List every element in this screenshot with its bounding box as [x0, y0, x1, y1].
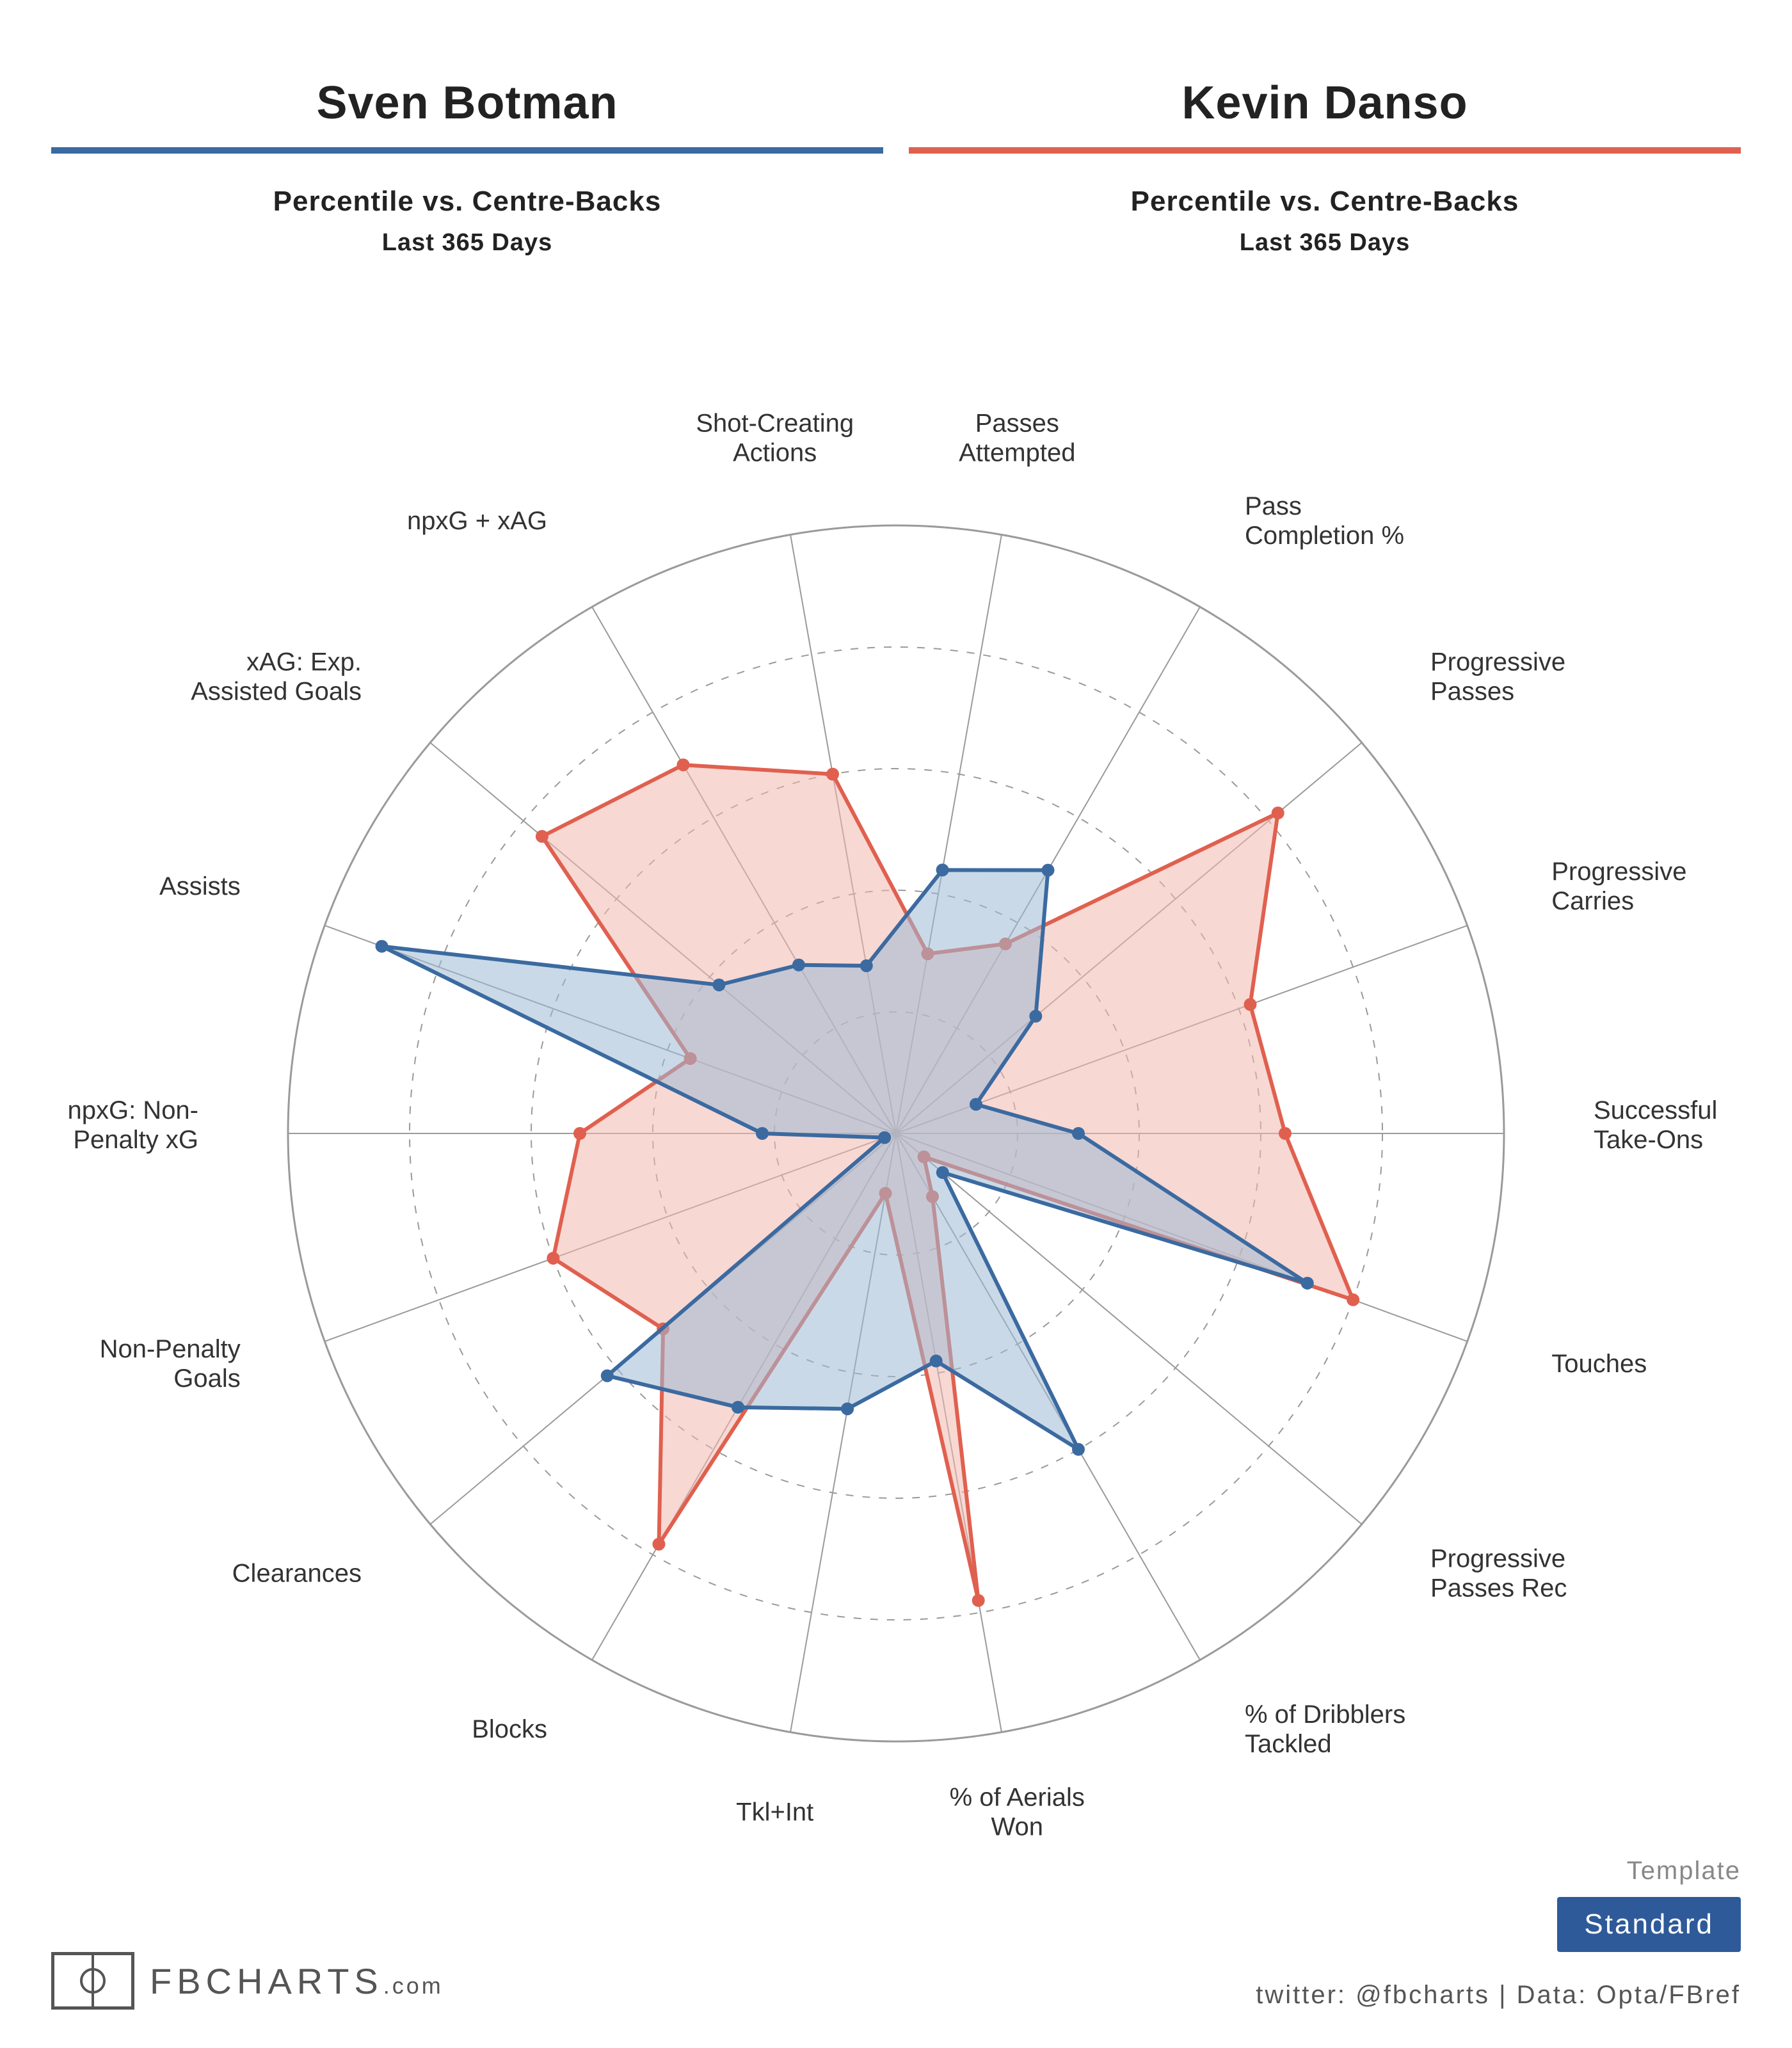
series-left-marker — [930, 1355, 943, 1368]
header-rule-right — [909, 147, 1741, 154]
axis-label: Clearances — [232, 1560, 362, 1588]
header-rule-left — [51, 147, 883, 154]
footer-brand-suffix: .com — [383, 1972, 444, 1999]
footer-credit: twitter: @fbcharts | Data: Opta/FBref — [1256, 1981, 1741, 2010]
series-left-marker — [1301, 1277, 1314, 1290]
series-right-marker — [677, 758, 690, 771]
series-right-marker — [573, 1127, 586, 1140]
subtitle-right-1: Percentile vs. Centre-Backs — [909, 186, 1741, 218]
subtitle-left-2: Last 365 Days — [51, 229, 883, 257]
radar-chart-container: Shot-CreatingActionsPassesAttemptedPassC… — [51, 269, 1741, 1959]
series-left-marker — [860, 959, 873, 972]
template-block: Template Standard — [1557, 1857, 1741, 1952]
series-right-marker — [826, 768, 839, 781]
series-right-marker — [536, 830, 548, 843]
series-right-marker — [1272, 806, 1284, 819]
series-left-marker — [732, 1401, 744, 1414]
series-left-marker — [1029, 1010, 1042, 1023]
series-left-marker — [1072, 1127, 1085, 1140]
series-right-marker — [1279, 1127, 1292, 1140]
series-right-marker — [653, 1538, 666, 1551]
series-left-marker — [792, 959, 805, 972]
series-left-marker — [878, 1131, 891, 1144]
axis-label: Blocks — [472, 1715, 547, 1743]
series-left-marker — [1072, 1443, 1085, 1456]
series-left-marker — [601, 1370, 614, 1382]
series-right-marker — [547, 1252, 559, 1265]
series-left-marker — [970, 1098, 982, 1111]
series-right-marker — [1347, 1293, 1359, 1306]
subtitle-left-1: Percentile vs. Centre-Backs — [51, 186, 883, 218]
series-left-marker — [376, 940, 388, 953]
axis-label: Touches — [1551, 1350, 1647, 1378]
axis-label: npxG + xAG — [407, 507, 547, 535]
header-row: Sven Botman Percentile vs. Centre-Backs … — [51, 77, 1741, 257]
axis-label: Tkl+Int — [736, 1798, 813, 1826]
subtitle-right-2: Last 365 Days — [909, 229, 1741, 257]
template-label: Template — [1557, 1857, 1741, 1885]
player-name-left: Sven Botman — [51, 77, 883, 129]
template-badge: Standard — [1557, 1897, 1741, 1952]
series-left-marker — [756, 1127, 769, 1140]
series-left-marker — [1042, 864, 1055, 877]
player-name-right: Kevin Danso — [909, 77, 1741, 129]
series-right-marker — [972, 1594, 985, 1607]
axis-label: Assists — [159, 872, 241, 900]
series-left-marker — [712, 979, 725, 991]
radar-chart: Shot-CreatingActionsPassesAttemptedPassC… — [51, 269, 1741, 1959]
pitch-icon — [51, 1952, 134, 2010]
footer-logo: FBCHARTS.com — [51, 1952, 444, 2010]
series-left-marker — [936, 863, 949, 876]
footer-brand: FBCHARTS.com — [150, 1960, 444, 2002]
series-right-marker — [1244, 998, 1256, 1011]
header-left: Sven Botman Percentile vs. Centre-Backs … — [51, 77, 883, 257]
footer-brand-main: FBCHARTS — [150, 1961, 383, 2001]
series-left-marker — [936, 1166, 949, 1179]
series-left-marker — [841, 1402, 854, 1415]
header-right: Kevin Danso Percentile vs. Centre-Backs … — [909, 77, 1741, 257]
